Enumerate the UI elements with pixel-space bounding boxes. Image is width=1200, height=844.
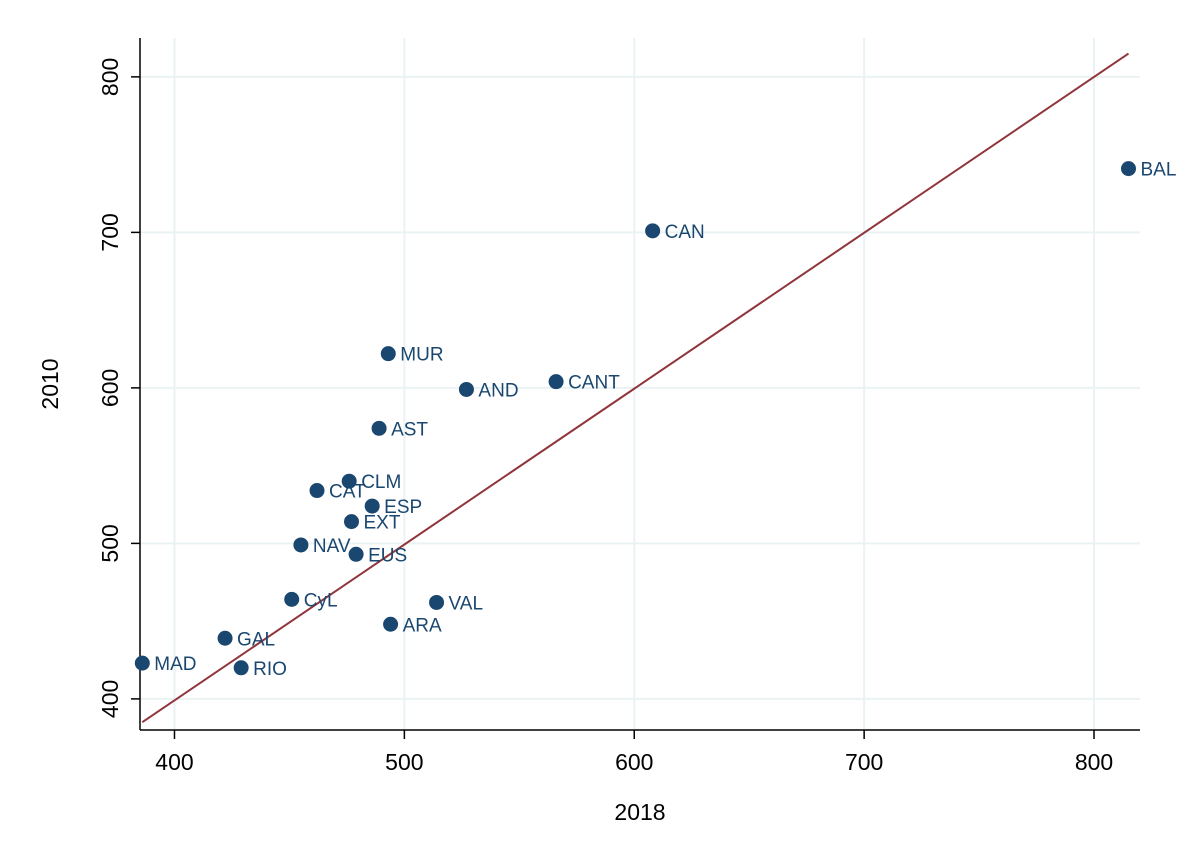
point-label-rio: RIO xyxy=(253,659,287,680)
point-cat xyxy=(309,483,325,499)
point-mad xyxy=(134,655,150,671)
point-nav xyxy=(293,537,309,553)
point-bal xyxy=(1121,161,1137,177)
x-tick-label-800: 800 xyxy=(1075,749,1113,775)
point-gal xyxy=(217,630,233,646)
fit-line xyxy=(141,52,1130,724)
point-label-eus: EUS xyxy=(368,545,407,566)
point-label-cant: CANT xyxy=(568,373,620,394)
point-rio xyxy=(233,660,249,676)
point-label-mad: MAD xyxy=(154,654,196,675)
point-clm xyxy=(341,473,357,489)
point-label-and: AND xyxy=(478,380,518,401)
point-eus xyxy=(348,546,364,562)
y-tick-label-500: 500 xyxy=(97,524,123,562)
y-tick-label-700: 700 xyxy=(97,213,123,251)
point-ext xyxy=(343,514,359,530)
point-label-ara: ARA xyxy=(403,615,442,636)
point-label-clm: CLM xyxy=(361,472,401,493)
point-label-ast: AST xyxy=(391,419,428,440)
point-ara xyxy=(383,616,399,632)
point-cant xyxy=(548,374,564,390)
point-label-nav: NAV xyxy=(313,536,351,557)
point-label-cat: CAT xyxy=(329,482,366,503)
x-tick-label-600: 600 xyxy=(615,749,653,775)
y-tick-label-600: 600 xyxy=(97,369,123,407)
point-val xyxy=(429,594,445,610)
point-label-cyl: CyL xyxy=(304,590,338,611)
point-label-bal: BAL xyxy=(1141,160,1177,181)
point-ast xyxy=(371,420,387,436)
point-mur xyxy=(380,346,396,362)
fit-line-layer xyxy=(141,52,1130,724)
point-label-can: CAN xyxy=(665,222,705,243)
point-label-gal: GAL xyxy=(237,629,275,650)
y-axis-title: 2010 xyxy=(37,358,63,409)
axes: 400 500 600 700 800 400 500 600 700 800 xyxy=(97,38,1140,775)
point-cyl xyxy=(284,591,300,607)
point-label-val: VAL xyxy=(449,593,484,614)
point-label-ext: EXT xyxy=(363,513,400,534)
y-tick-label-400: 400 xyxy=(97,680,123,718)
x-tick-label-500: 500 xyxy=(385,749,423,775)
y-tick-label-800: 800 xyxy=(97,58,123,96)
point-label-mur: MUR xyxy=(400,345,443,366)
point-label-esp: ESP xyxy=(384,497,422,518)
point-can xyxy=(645,223,661,239)
x-tick-label-400: 400 xyxy=(155,749,193,775)
x-tick-label-700: 700 xyxy=(845,749,883,775)
points-layer xyxy=(134,161,1137,676)
point-and xyxy=(458,381,474,397)
x-axis-title: 2018 xyxy=(614,799,665,825)
point-esp xyxy=(364,498,380,514)
